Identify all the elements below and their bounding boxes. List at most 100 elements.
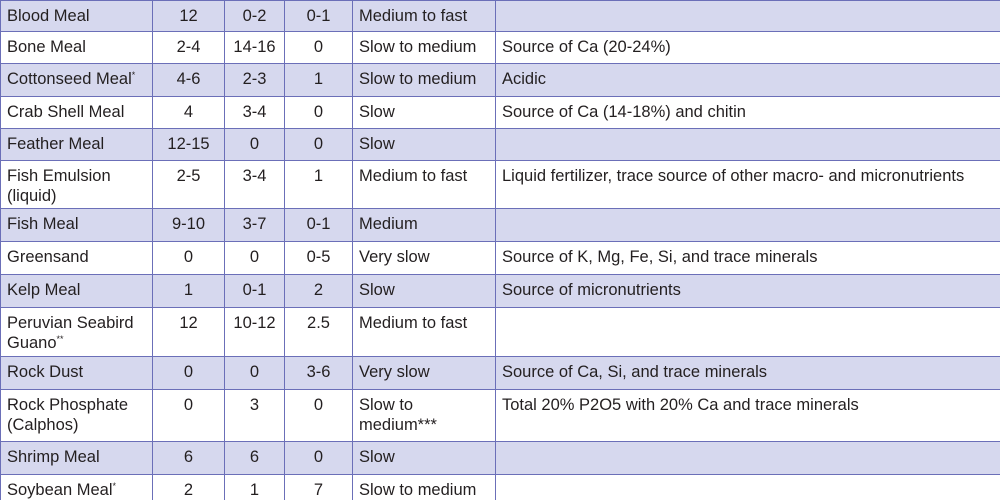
- notes: [495, 208, 1000, 242]
- cell-text: 0-5: [306, 248, 331, 266]
- notes: Source of Ca (20-24%): [495, 31, 1000, 64]
- cell-text: Source of Ca (14-18%) and chitin: [502, 103, 746, 121]
- table-row: Cottonseed Meal* 4-6 2-3 1 Slow to medium Aci…: [0, 63, 1000, 97]
- release-rate: Slow to medium***: [352, 389, 496, 442]
- material-name: Soybean Meal*: [0, 474, 153, 500]
- cell-text: Slow to medium: [359, 38, 477, 56]
- nutrient-value: 4: [152, 96, 225, 129]
- cell-text: 7: [313, 481, 324, 499]
- release-rate: Slow to medium: [352, 474, 496, 500]
- notes: [495, 307, 1000, 357]
- cell-text: 1: [249, 481, 260, 499]
- cell-text: Medium to fast: [359, 7, 468, 25]
- cell-text: 12: [179, 314, 198, 332]
- table-row: Bone Meal 2-4 14-16 0 Slow to medium Source o…: [0, 31, 1000, 64]
- cell-text: 0: [313, 38, 324, 56]
- nutrient-value: 1: [284, 160, 353, 209]
- notes: Source of micronutrients: [495, 274, 1000, 308]
- table-row: Fish Emulsion (liquid) 2-5 3-4 1 Medium to f…: [0, 160, 1000, 209]
- release-rate: Slow: [352, 96, 496, 129]
- material-name: Greensand: [0, 241, 153, 275]
- cell-text: 0: [183, 396, 194, 414]
- nutrient-value: 0: [284, 441, 353, 475]
- cell-text: 0-1: [242, 281, 267, 299]
- nutrient-value: 0: [284, 31, 353, 64]
- cell-text: Source of Ca (20-24%): [502, 38, 671, 56]
- cell-text: 2-5: [176, 167, 201, 185]
- footnote-marker: *: [131, 70, 136, 80]
- cell-text: Slow: [359, 135, 395, 153]
- table-row: Fish Meal 9-10 3-7 0-1 Medium: [0, 208, 1000, 242]
- release-rate: Medium to fast: [352, 307, 496, 357]
- cell-text: Liquid fertilizer, trace source of other…: [502, 167, 965, 185]
- nutrient-value: 12: [152, 307, 225, 357]
- material-name: Bone Meal: [0, 31, 153, 64]
- material-name: Cottonseed Meal*: [0, 63, 153, 97]
- nutrient-value: 1: [152, 274, 225, 308]
- nutrient-value: 3-6: [284, 356, 353, 390]
- nutrient-value: 0: [152, 389, 225, 442]
- cell-text: Source of micronutrients: [502, 281, 681, 299]
- cell-text: Fish Meal: [7, 215, 79, 233]
- cell-text: 6: [183, 448, 194, 466]
- cell-text: Greensand: [7, 248, 89, 266]
- cell-text: 0: [313, 448, 324, 466]
- cell-text: Slow to medium: [359, 481, 477, 499]
- notes: Liquid fertilizer, trace source of other…: [495, 160, 1000, 209]
- cell-text: 0: [313, 396, 324, 414]
- cell-text: Slow: [359, 448, 395, 466]
- nutrient-value: 0-1: [224, 274, 285, 308]
- cell-text: 2-3: [242, 70, 267, 88]
- cell-text: 0: [313, 103, 324, 121]
- nutrient-value: 1: [224, 474, 285, 500]
- notes: Total 20% P2O5 with 20% Ca and trace min…: [495, 389, 1000, 442]
- footnote-marker: **: [56, 334, 64, 344]
- cell-text: Slow to medium***: [359, 396, 437, 434]
- cell-text: Source of Ca, Si, and trace minerals: [502, 363, 768, 381]
- cell-text: 0: [183, 363, 194, 381]
- material-name: Rock Dust: [0, 356, 153, 390]
- nutrient-value: 0-2: [224, 0, 285, 32]
- footnote-marker: *: [112, 481, 117, 491]
- table-row: Feather Meal 12-15 0 0 Slow: [0, 128, 1000, 161]
- cell-text: 1: [183, 281, 194, 299]
- cell-text: 3: [249, 396, 260, 414]
- cell-text: 0: [249, 248, 260, 266]
- nutrient-value: 3-4: [224, 160, 285, 209]
- notes: Source of K, Mg, Fe, Si, and trace miner…: [495, 241, 1000, 275]
- release-rate: Medium: [352, 208, 496, 242]
- release-rate: Slow: [352, 128, 496, 161]
- cell-text: Slow to medium: [359, 70, 477, 88]
- cell-text: 0: [183, 248, 194, 266]
- nutrient-value: 1: [284, 63, 353, 97]
- nutrient-value: 0-1: [284, 208, 353, 242]
- table-row: Blood Meal 12 0-2 0-1 Medium to fast: [0, 0, 1000, 32]
- cell-text: 14-16: [233, 38, 276, 56]
- cell-text: Crab Shell Meal: [7, 103, 125, 121]
- cell-text: Kelp Meal: [7, 281, 81, 299]
- cell-text: Source of K, Mg, Fe, Si, and trace miner…: [502, 248, 818, 266]
- nutrient-value: 0: [284, 128, 353, 161]
- cell-text: Rock Dust: [7, 363, 84, 381]
- cell-text: 0: [249, 363, 260, 381]
- table-row: Crab Shell Meal 4 3-4 0 Slow Source of Ca (14…: [0, 96, 1000, 129]
- nutrient-value: 2.5: [284, 307, 353, 357]
- notes: [495, 0, 1000, 32]
- notes: Acidic: [495, 63, 1000, 97]
- nutrient-value: 0: [284, 389, 353, 442]
- table-row: Peruvian Seabird Guano** 12 10-12 2.5 Medium…: [0, 307, 1000, 357]
- cell-text: 9-10: [171, 215, 206, 233]
- cell-text: Medium to fast: [359, 167, 468, 185]
- notes: [495, 474, 1000, 500]
- cell-text: Soybean Meal: [7, 481, 113, 499]
- release-rate: Slow to medium: [352, 31, 496, 64]
- material-name: Feather Meal: [0, 128, 153, 161]
- nutrient-value: 0: [224, 356, 285, 390]
- cell-text: 2.5: [307, 314, 330, 332]
- cell-text: Fish Emulsion (liquid): [7, 167, 111, 205]
- nutrient-value: 0: [284, 96, 353, 129]
- cell-text: Slow: [359, 281, 395, 299]
- material-name: Fish Meal: [0, 208, 153, 242]
- cell-text: Total 20% P2O5 with 20% Ca and trace min…: [502, 396, 859, 414]
